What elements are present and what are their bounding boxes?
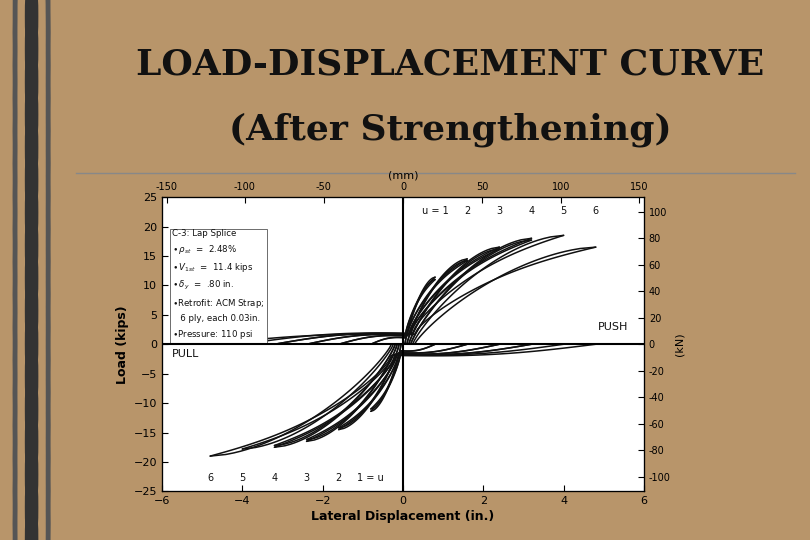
Text: 1 = u: 1 = u (357, 472, 384, 483)
Circle shape (26, 28, 37, 136)
Text: (After Strengthening): (After Strengthening) (229, 112, 671, 147)
Text: PUSH: PUSH (598, 322, 628, 333)
Circle shape (26, 224, 37, 332)
Circle shape (19, 225, 45, 462)
Text: 5: 5 (561, 206, 567, 216)
Circle shape (13, 116, 50, 440)
Circle shape (19, 323, 45, 540)
Text: 4: 4 (528, 206, 535, 216)
Circle shape (26, 289, 37, 397)
Circle shape (13, 83, 50, 407)
Circle shape (19, 0, 45, 135)
Circle shape (13, 0, 50, 276)
Circle shape (13, 313, 50, 540)
Text: 2: 2 (335, 472, 342, 483)
Circle shape (13, 181, 50, 505)
Circle shape (13, 214, 50, 538)
Text: LOAD-DISPLACEMENT CURVE: LOAD-DISPLACEMENT CURVE (136, 48, 765, 82)
Circle shape (13, 0, 50, 211)
Circle shape (13, 345, 50, 540)
Circle shape (19, 356, 45, 540)
Circle shape (13, 0, 50, 178)
Circle shape (26, 322, 37, 430)
Circle shape (13, 280, 50, 540)
Circle shape (19, 94, 45, 332)
Text: C-3: Lap Splice
$\bullet\,\rho_{st}$  =  2.48%
$\bullet\,V_{1st}$  =  11.4 kips
: C-3: Lap Splice $\bullet\,\rho_{st}$ = 2… (172, 230, 265, 341)
Circle shape (13, 51, 50, 375)
Text: 6: 6 (207, 472, 213, 483)
Text: 5: 5 (239, 472, 245, 483)
Text: 2: 2 (464, 206, 471, 216)
Circle shape (13, 18, 50, 342)
Circle shape (19, 192, 45, 430)
Circle shape (13, 0, 50, 309)
Circle shape (19, 0, 45, 200)
Circle shape (19, 61, 45, 299)
Y-axis label: (kN): (kN) (675, 333, 684, 356)
Circle shape (26, 0, 37, 70)
Circle shape (19, 126, 45, 364)
Text: PULL: PULL (172, 349, 199, 359)
Circle shape (19, 291, 45, 528)
Circle shape (19, 159, 45, 397)
X-axis label: (mm): (mm) (388, 170, 418, 180)
Circle shape (26, 257, 37, 365)
X-axis label: Lateral Displacement (in.): Lateral Displacement (in.) (311, 510, 495, 523)
Text: 4: 4 (271, 472, 278, 483)
Circle shape (19, 0, 45, 233)
Circle shape (13, 247, 50, 540)
Circle shape (19, 421, 45, 540)
Circle shape (26, 0, 37, 103)
Circle shape (19, 28, 45, 266)
Circle shape (19, 388, 45, 540)
Circle shape (26, 421, 37, 529)
Circle shape (26, 486, 37, 540)
Circle shape (26, 159, 37, 267)
Text: 3: 3 (304, 472, 309, 483)
Circle shape (19, 258, 45, 495)
Circle shape (26, 126, 37, 234)
Y-axis label: Load (kips): Load (kips) (117, 305, 130, 383)
Circle shape (13, 378, 50, 540)
Circle shape (26, 60, 37, 168)
Circle shape (26, 355, 37, 463)
Text: 3: 3 (497, 206, 502, 216)
Circle shape (26, 388, 37, 496)
Circle shape (19, 0, 45, 168)
Circle shape (13, 149, 50, 473)
Circle shape (26, 191, 37, 299)
Circle shape (13, 0, 50, 244)
Text: 6: 6 (593, 206, 599, 216)
Text: u = 1: u = 1 (422, 206, 449, 216)
Circle shape (26, 93, 37, 201)
Circle shape (26, 453, 37, 540)
